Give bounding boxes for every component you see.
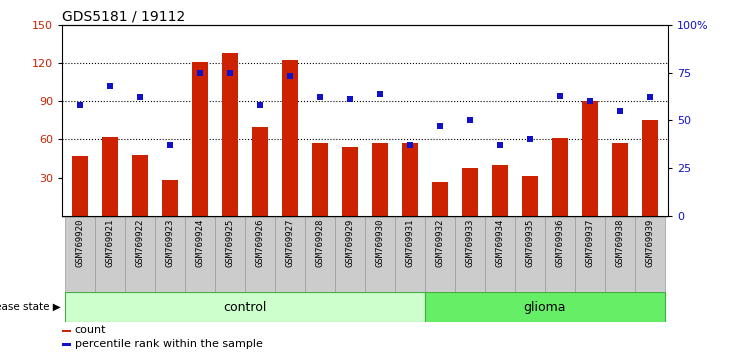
Bar [425, 216, 455, 292]
Text: count: count [75, 325, 107, 335]
Point [134, 95, 146, 100]
Text: GSM769922: GSM769922 [136, 218, 145, 267]
Bar [515, 216, 545, 292]
Point [374, 91, 386, 96]
Bar [642, 120, 658, 216]
Bar [305, 216, 335, 292]
Text: GSM769929: GSM769929 [345, 218, 355, 267]
Bar [365, 216, 395, 292]
Text: glioma: glioma [523, 301, 566, 314]
Bar [162, 180, 178, 216]
Text: GSM769921: GSM769921 [106, 218, 115, 267]
Bar [635, 216, 665, 292]
Bar [125, 216, 155, 292]
Text: percentile rank within the sample: percentile rank within the sample [75, 339, 263, 349]
Text: GSM769934: GSM769934 [496, 218, 504, 267]
Text: GSM769939: GSM769939 [645, 218, 655, 267]
Bar [62, 343, 72, 346]
Bar [215, 216, 245, 292]
Point [314, 95, 326, 100]
Point [194, 70, 206, 75]
Bar [65, 292, 425, 322]
Bar [132, 155, 148, 216]
Bar [62, 330, 72, 332]
Point [404, 142, 416, 148]
Point [524, 137, 536, 142]
Point [554, 93, 566, 98]
Bar [342, 147, 358, 216]
Bar [605, 216, 635, 292]
Bar [72, 156, 88, 216]
Text: GSM769936: GSM769936 [556, 218, 564, 267]
Text: GSM769920: GSM769920 [75, 218, 85, 267]
Bar [485, 216, 515, 292]
Point [104, 83, 116, 89]
Bar [222, 53, 238, 216]
Text: GSM769928: GSM769928 [315, 218, 325, 267]
Point [614, 108, 626, 114]
Bar [95, 216, 125, 292]
Text: GSM769931: GSM769931 [405, 218, 415, 267]
Bar [101, 137, 118, 216]
Bar [552, 138, 568, 216]
Point [344, 97, 356, 102]
Point [74, 102, 86, 108]
Bar [372, 143, 388, 216]
Text: GSM769932: GSM769932 [436, 218, 445, 267]
Bar [252, 127, 268, 216]
Bar [492, 165, 508, 216]
Bar [431, 182, 448, 216]
Point [494, 142, 506, 148]
Point [434, 123, 446, 129]
Point [164, 142, 176, 148]
Bar [402, 143, 418, 216]
Text: control: control [223, 301, 266, 314]
Text: GSM769935: GSM769935 [526, 218, 534, 267]
Bar [245, 216, 275, 292]
Bar [455, 216, 485, 292]
Text: GSM769937: GSM769937 [585, 218, 594, 267]
Bar [192, 62, 208, 216]
Bar [155, 216, 185, 292]
Bar [275, 216, 305, 292]
Bar [462, 167, 478, 216]
Bar [335, 216, 365, 292]
Text: GSM769930: GSM769930 [375, 218, 385, 267]
Bar [425, 292, 665, 322]
Bar [312, 143, 328, 216]
Point [224, 70, 236, 75]
Bar [282, 61, 299, 216]
Bar [582, 101, 598, 216]
Text: GSM769938: GSM769938 [615, 218, 624, 267]
Text: GDS5181 / 19112: GDS5181 / 19112 [62, 10, 185, 24]
Text: GSM769924: GSM769924 [196, 218, 204, 267]
Point [254, 102, 266, 108]
Point [584, 98, 596, 104]
Bar [612, 143, 629, 216]
Text: disease state ▶: disease state ▶ [0, 302, 61, 312]
Text: GSM769925: GSM769925 [226, 218, 234, 267]
Text: GSM769927: GSM769927 [285, 218, 294, 267]
Point [644, 95, 656, 100]
Text: GSM769933: GSM769933 [466, 218, 474, 267]
Bar [185, 216, 215, 292]
Text: GSM769923: GSM769923 [166, 218, 174, 267]
Text: GSM769926: GSM769926 [255, 218, 264, 267]
Point [284, 74, 296, 79]
Point [464, 118, 476, 123]
Bar [65, 216, 95, 292]
Bar [545, 216, 575, 292]
Bar [575, 216, 605, 292]
Bar [522, 176, 538, 216]
Bar [395, 216, 425, 292]
